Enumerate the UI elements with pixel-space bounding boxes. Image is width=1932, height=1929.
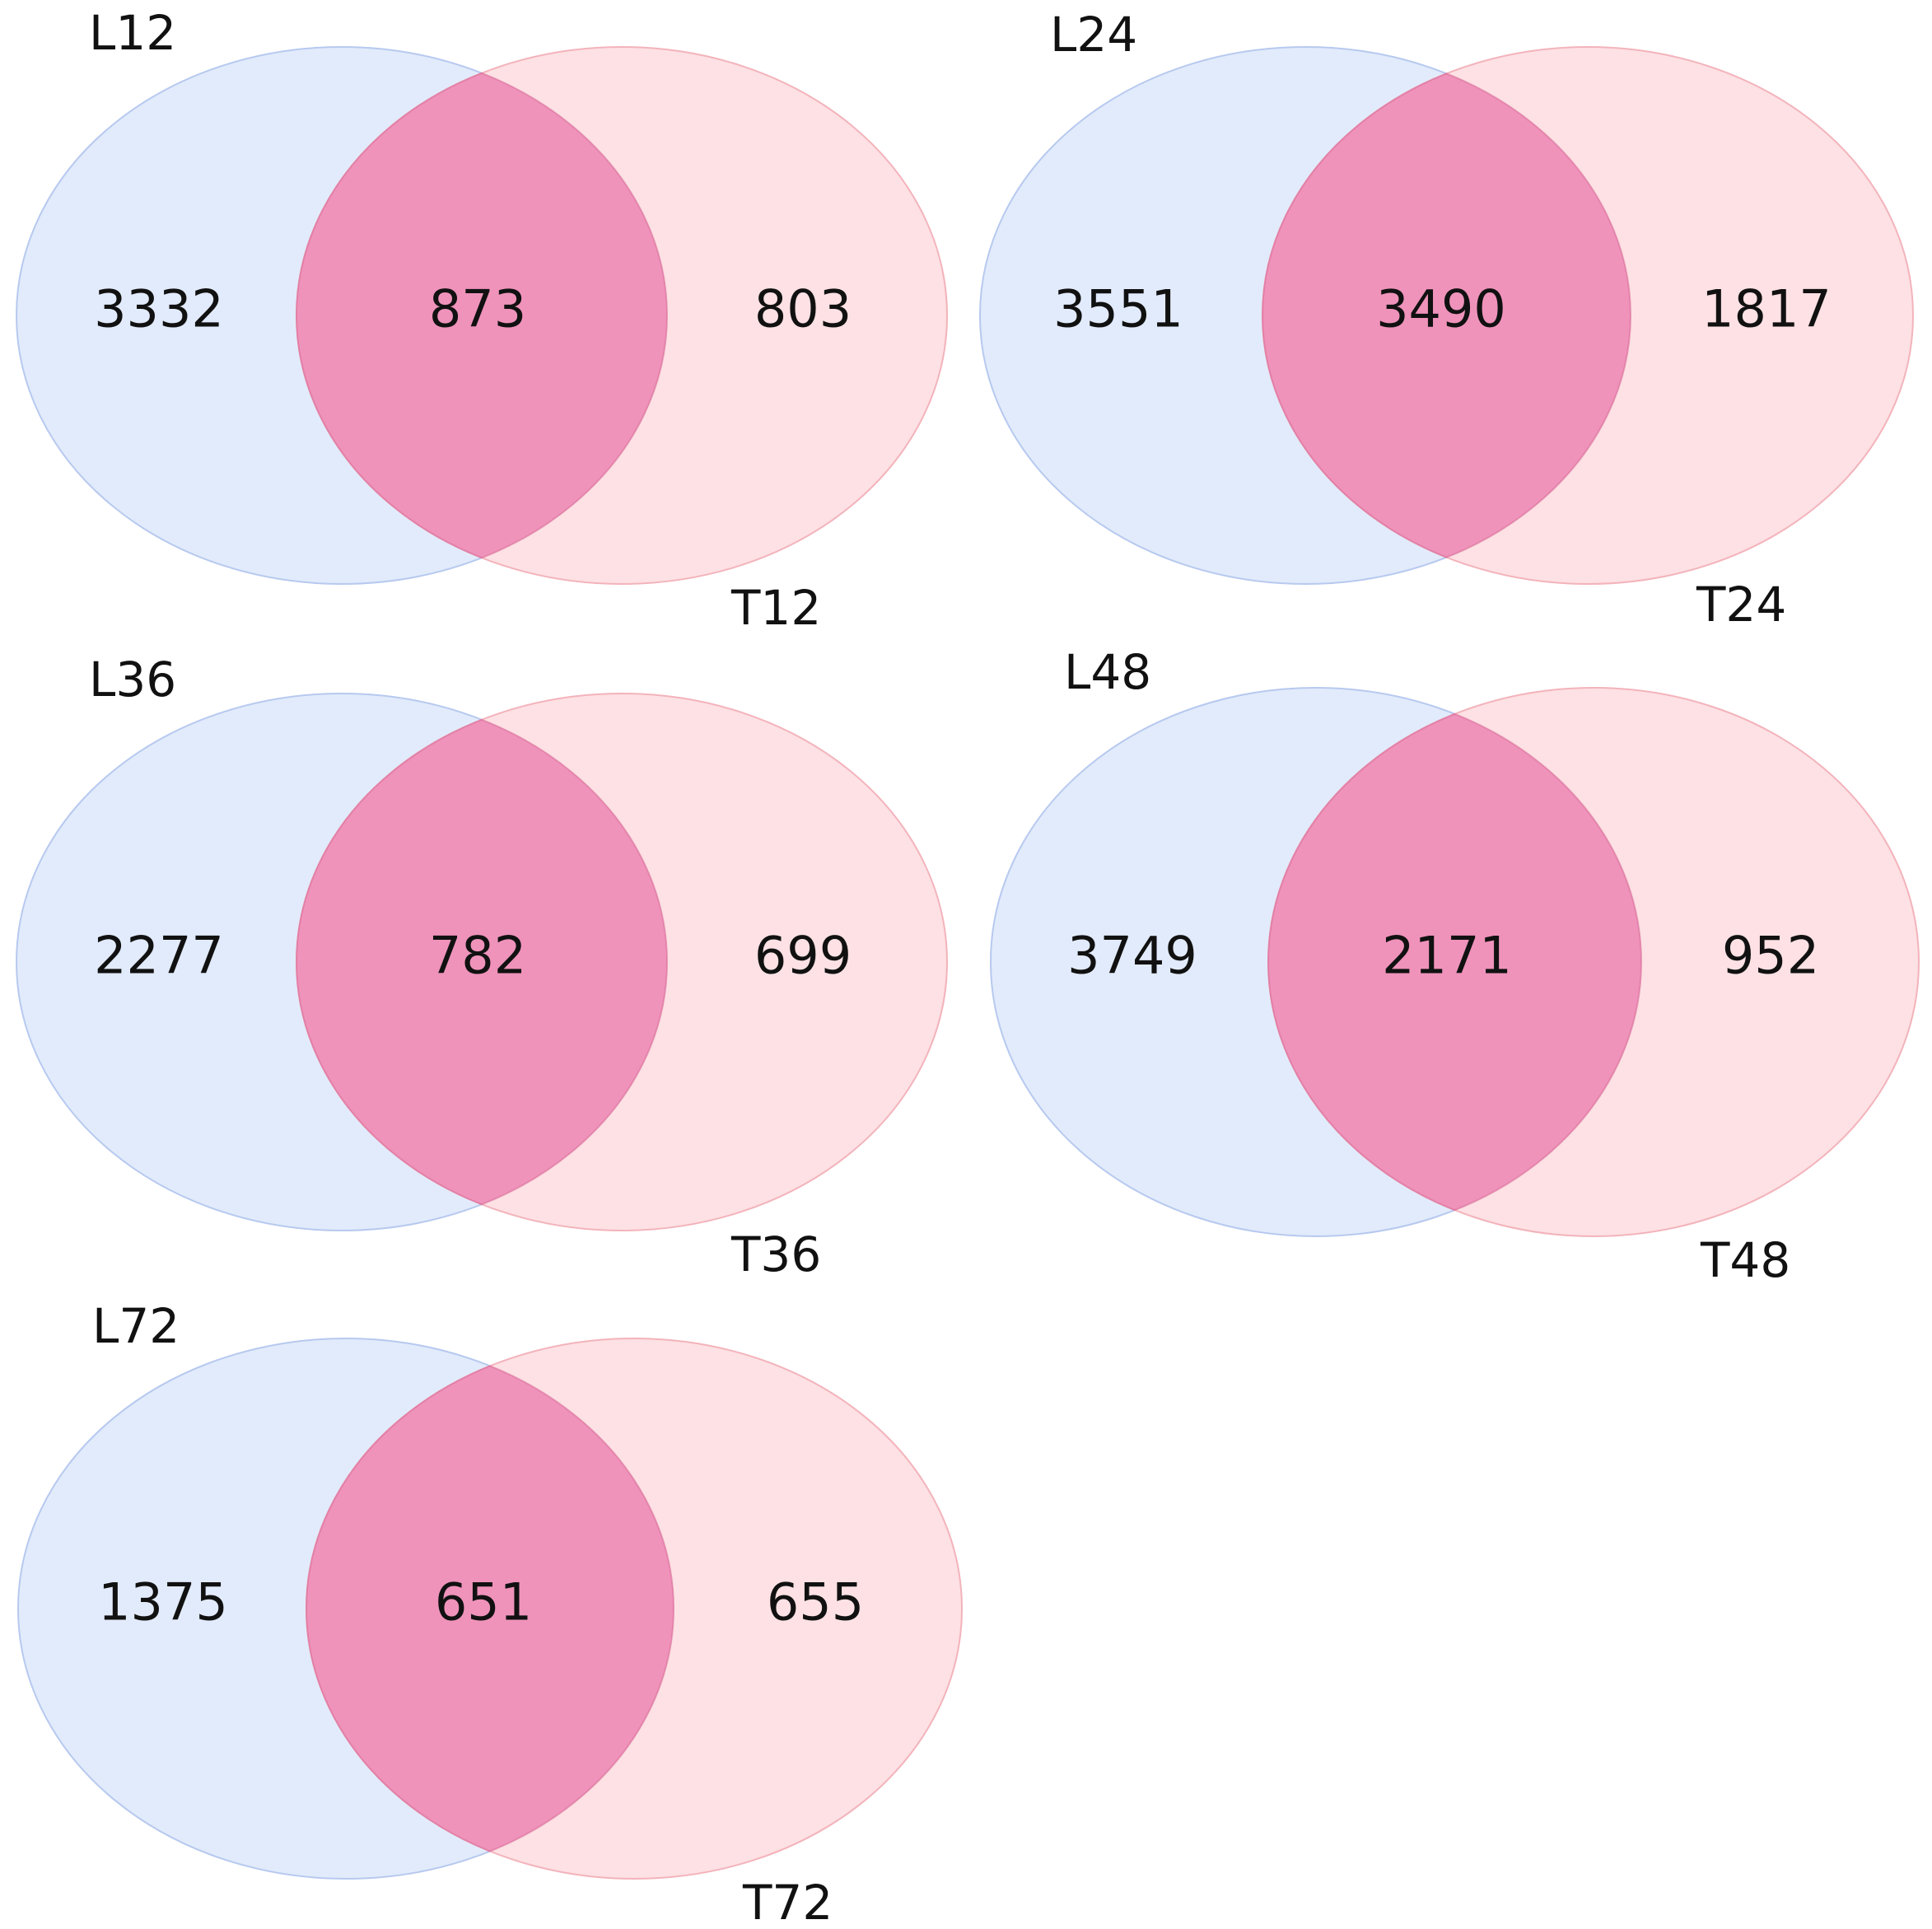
left-set-label: L48: [1064, 644, 1151, 700]
overlap-count: 651: [435, 1572, 532, 1632]
overlap-count: 782: [429, 926, 526, 986]
overlap-count: 3490: [1376, 279, 1506, 339]
right-set-label: T48: [1700, 1232, 1790, 1288]
right-set-label: T12: [730, 580, 821, 636]
overlap-count: 873: [429, 279, 526, 339]
right-only-count: 699: [754, 926, 852, 986]
overlap-region: [296, 47, 667, 584]
overlap-region: [1262, 47, 1631, 584]
venn-diagram-4: L48 T48 3749 2171 952: [990, 644, 1920, 1288]
venn-diagram-5: L72 T72 1375 651 655: [17, 1298, 963, 1929]
overlap-region: [1268, 688, 1641, 1236]
venn-diagram-2: L24 T24 3551 3490 1817: [979, 7, 1914, 633]
left-only-count: 3332: [94, 279, 224, 339]
venn-diagram-1: L12 T12 3332 873 803: [16, 5, 948, 636]
right-set-label: T72: [742, 1875, 833, 1929]
right-only-count: 803: [754, 279, 852, 339]
venn-diagram-grid: L12 T12 3332 873 803 L24 T24 3551 3490 1817 L36 T36…: [16, 5, 1920, 1929]
overlap-edge: [1267, 688, 1641, 1236]
overlap-edge: [296, 694, 667, 1231]
right-set-label: T36: [730, 1226, 821, 1282]
venn-diagram-3: L36 T36 2277 782 699: [16, 652, 948, 1282]
left-only-count: 1375: [98, 1572, 228, 1632]
left-only-count: 3749: [1067, 926, 1197, 986]
overlap-edge: [1262, 47, 1631, 584]
left-only-count: 3551: [1053, 279, 1183, 339]
right-set-label: T24: [1696, 577, 1786, 633]
overlap-count: 2171: [1382, 926, 1512, 986]
left-only-count: 2277: [94, 926, 224, 986]
overlap-region: [296, 694, 667, 1231]
overlap-edge: [306, 1338, 674, 1879]
left-set-label: L24: [1050, 7, 1137, 63]
right-only-count: 655: [767, 1572, 864, 1632]
overlap-edge: [296, 47, 667, 584]
left-set-label: L72: [92, 1298, 180, 1354]
overlap-region: [306, 1338, 674, 1879]
right-only-count: 952: [1722, 926, 1819, 986]
right-only-count: 1817: [1701, 279, 1832, 339]
left-set-label: L36: [89, 652, 176, 708]
left-set-label: L12: [89, 5, 176, 61]
